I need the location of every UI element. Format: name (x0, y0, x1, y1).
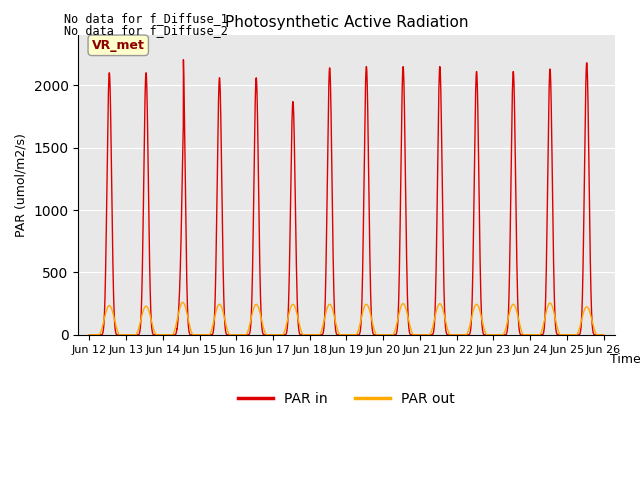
Text: VR_met: VR_met (92, 39, 145, 52)
X-axis label: Time: Time (610, 353, 640, 366)
Text: No data for f_Diffuse_1: No data for f_Diffuse_1 (64, 12, 228, 25)
Text: No data for f_Diffuse_2: No data for f_Diffuse_2 (64, 24, 228, 37)
Y-axis label: PAR (umol/m2/s): PAR (umol/m2/s) (15, 133, 28, 237)
Legend: PAR in, PAR out: PAR in, PAR out (232, 387, 460, 412)
Title: Photosynthetic Active Radiation: Photosynthetic Active Radiation (225, 15, 468, 30)
